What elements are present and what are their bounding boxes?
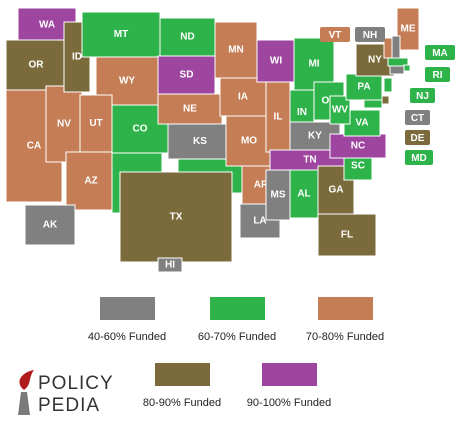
state-label: PA (357, 82, 370, 93)
state (329, 133, 387, 159)
state-label: UT (89, 118, 102, 129)
state-label: TX (170, 212, 183, 223)
state (214, 21, 258, 79)
state (5, 39, 67, 91)
state (157, 55, 216, 95)
state-label: SD (180, 70, 194, 81)
state (79, 94, 113, 153)
state-label: TN (303, 155, 316, 166)
state-tag (405, 130, 430, 145)
state-tag (355, 27, 385, 42)
legend-swatch (100, 297, 155, 320)
state (24, 204, 76, 246)
logo: POLICY PEDIA (18, 370, 114, 416)
state (167, 123, 233, 160)
state (403, 64, 411, 72)
state-label: MA (432, 48, 448, 59)
state-label: VA (355, 118, 368, 129)
state-label: KS (193, 136, 207, 147)
state-label: WY (119, 76, 135, 87)
state-label: MI (308, 59, 319, 70)
state-tag (425, 45, 455, 60)
state-label: NY (368, 55, 382, 66)
logo-flame (19, 370, 34, 390)
state (219, 77, 267, 117)
state (65, 151, 117, 211)
legend-label: 90-100% Funded (247, 397, 331, 409)
state-label: MN (228, 45, 244, 56)
state-label: MT (114, 29, 128, 40)
state-label: OH (322, 96, 337, 107)
state-label: MS (271, 190, 286, 201)
state-label: NC (351, 141, 365, 152)
state-label: MO (241, 136, 257, 147)
state (389, 65, 405, 75)
state (383, 37, 393, 59)
state (293, 37, 335, 91)
state (317, 213, 377, 257)
state-label: RI (433, 70, 443, 81)
state (396, 7, 420, 51)
state-label: NH (363, 30, 377, 41)
state-label: WV (332, 105, 348, 116)
legend-swatch (210, 297, 265, 320)
state-label: AR (254, 180, 269, 191)
state-tag (405, 110, 430, 125)
state (225, 115, 273, 167)
state-label: MD (411, 153, 427, 164)
state-label: IL (274, 112, 283, 123)
state (391, 35, 401, 59)
legend-label: 70-80% Funded (306, 331, 384, 343)
legend-label: 60-70% Funded (198, 331, 276, 343)
state-label: WA (39, 20, 55, 31)
legend-swatch (262, 363, 317, 386)
state-label: CO (133, 124, 148, 135)
state (265, 81, 291, 153)
state-label: IA (238, 92, 248, 103)
state-label: GA (329, 185, 344, 196)
state-label: VT (329, 30, 342, 41)
state (363, 99, 383, 109)
state-label: CT (411, 113, 424, 124)
state-label: SC (351, 161, 365, 172)
state-label: CA (27, 141, 41, 152)
state (383, 77, 393, 93)
state-label: WI (270, 56, 282, 67)
state-label: ME (401, 24, 416, 35)
state-label: AL (297, 189, 310, 200)
legend-swatch (155, 363, 210, 386)
state-label: LA (253, 216, 266, 227)
state-label: AK (43, 220, 58, 231)
logo-text: PEDIA (38, 395, 100, 416)
logo-text: POLICY (38, 373, 114, 394)
state-tag (425, 67, 450, 82)
state (329, 95, 351, 125)
legend-label: 80-90% Funded (143, 397, 221, 409)
state (157, 257, 183, 273)
legend-swatch (318, 297, 373, 320)
state-tag (405, 150, 433, 165)
state-label: NV (57, 119, 71, 130)
state-label: NJ (416, 91, 429, 102)
state-tag (410, 88, 435, 103)
state (289, 169, 319, 219)
legend-label: 40-60% Funded (88, 331, 166, 343)
state (119, 171, 233, 263)
state-label: IN (297, 107, 307, 118)
state-label: DE (411, 133, 425, 144)
state-label: KY (308, 131, 322, 142)
state-label: HI (165, 260, 175, 271)
state-label: AZ (84, 176, 97, 187)
state (381, 95, 390, 105)
state (81, 11, 161, 58)
state-label: NE (183, 104, 197, 115)
state-tag (320, 27, 350, 42)
state-label: ID (72, 52, 82, 63)
state-label: OR (29, 60, 45, 71)
states: WAORCANVIDMTWYUTAZCONMNDSDNEKSOKTXMNIAMO… (5, 7, 455, 273)
state-label: ND (180, 32, 194, 43)
state-label: FL (341, 230, 353, 241)
logo-torch (18, 392, 30, 415)
